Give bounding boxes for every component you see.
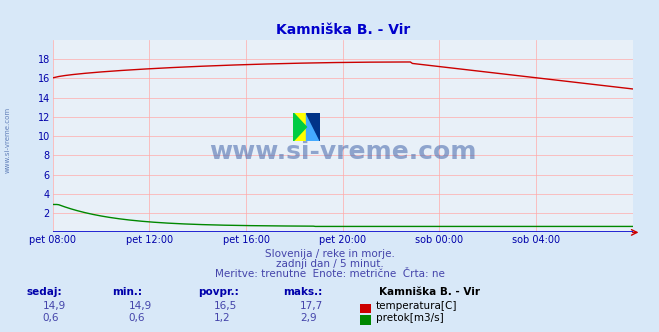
Text: 0,6: 0,6 (43, 313, 59, 323)
Text: Kamniška B. - Vir: Kamniška B. - Vir (379, 288, 480, 297)
Text: povpr.:: povpr.: (198, 288, 239, 297)
Bar (293, 113, 306, 141)
Text: zadnji dan / 5 minut.: zadnji dan / 5 minut. (275, 259, 384, 269)
Text: min.:: min.: (112, 288, 142, 297)
Text: 16,5: 16,5 (214, 301, 237, 311)
Text: pretok[m3/s]: pretok[m3/s] (376, 313, 444, 323)
Text: 14,9: 14,9 (129, 301, 152, 311)
Title: Kamniška B. - Vir: Kamniška B. - Vir (275, 23, 410, 37)
Text: 14,9: 14,9 (43, 301, 66, 311)
Bar (306, 113, 320, 141)
Text: Meritve: trenutne  Enote: metrične  Črta: ne: Meritve: trenutne Enote: metrične Črta: … (215, 269, 444, 279)
Text: 1,2: 1,2 (214, 313, 231, 323)
Text: maks.:: maks.: (283, 288, 323, 297)
Text: www.si-vreme.com: www.si-vreme.com (5, 106, 11, 173)
Text: sedaj:: sedaj: (26, 288, 62, 297)
Text: 0,6: 0,6 (129, 313, 145, 323)
Text: Slovenija / reke in morje.: Slovenija / reke in morje. (264, 249, 395, 259)
Text: temperatura[C]: temperatura[C] (376, 301, 457, 311)
Text: 2,9: 2,9 (300, 313, 316, 323)
Polygon shape (306, 113, 320, 141)
Polygon shape (293, 113, 306, 141)
Text: www.si-vreme.com: www.si-vreme.com (209, 139, 476, 164)
Text: 17,7: 17,7 (300, 301, 323, 311)
